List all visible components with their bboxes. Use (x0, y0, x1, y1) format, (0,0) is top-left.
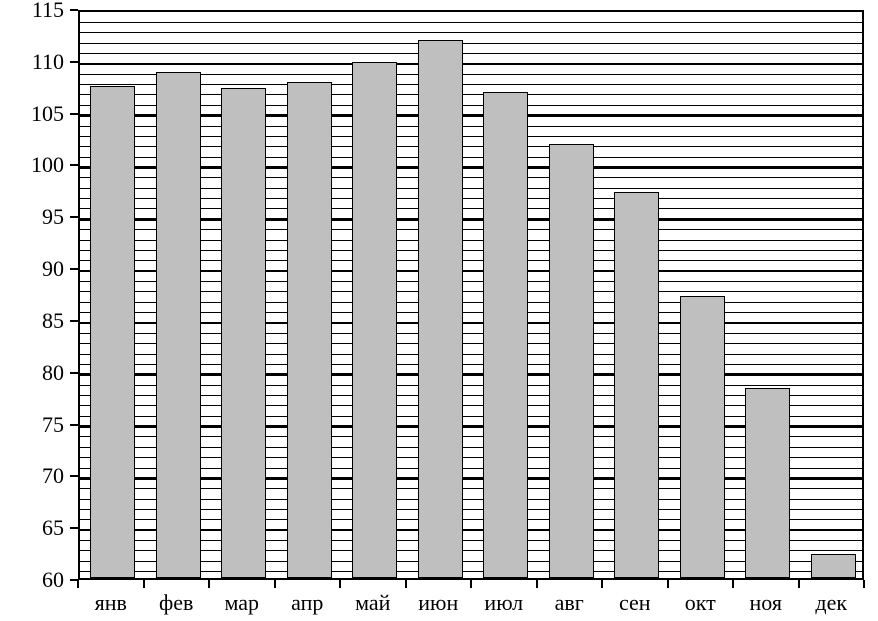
bar (680, 296, 725, 578)
x-tick-label: ноя (750, 590, 782, 616)
bar (90, 86, 135, 578)
bar (549, 144, 594, 578)
y-tick-mark (70, 113, 78, 115)
y-tick-label: 105 (0, 101, 64, 127)
x-tick-label: май (355, 590, 390, 616)
x-tick-label: мар (224, 590, 259, 616)
gridline-major (80, 63, 862, 66)
bar (156, 72, 201, 578)
x-tick-mark (339, 580, 341, 588)
bar (352, 62, 397, 578)
x-tick-mark (208, 580, 210, 588)
bar (221, 88, 266, 578)
x-tick-mark (863, 580, 865, 588)
x-tick-mark (732, 580, 734, 588)
gridline-minor (80, 53, 862, 54)
y-tick-label: 65 (0, 515, 64, 541)
bar (483, 92, 528, 578)
x-tick-mark (601, 580, 603, 588)
bar (287, 82, 332, 578)
gridline-minor (80, 32, 862, 33)
y-tick-mark (70, 164, 78, 166)
x-tick-label: янв (95, 590, 127, 616)
x-tick-mark (274, 580, 276, 588)
bar-chart: 60 65 70 75 80 85 90 95 100 105 110 115 янв фев мар апр… (0, 0, 878, 621)
x-tick-label: июн (418, 590, 458, 616)
x-tick-label: апр (291, 590, 323, 616)
y-tick-mark (70, 372, 78, 374)
y-tick-label: 100 (0, 152, 64, 178)
y-tick-label: 110 (0, 49, 64, 75)
y-tick-label: 80 (0, 360, 64, 386)
x-tick-mark (667, 580, 669, 588)
x-tick-label: фев (159, 590, 193, 616)
y-tick-mark (70, 216, 78, 218)
gridline-minor (80, 22, 862, 23)
x-tick-mark (405, 580, 407, 588)
y-tick-mark (70, 320, 78, 322)
y-tick-mark (70, 61, 78, 63)
y-tick-label: 85 (0, 308, 64, 334)
y-tick-label: 75 (0, 412, 64, 438)
x-tick-mark (470, 580, 472, 588)
x-tick-mark (143, 580, 145, 588)
y-tick-label: 90 (0, 256, 64, 282)
y-tick-mark (70, 9, 78, 11)
bar (745, 388, 790, 578)
x-tick-mark (77, 580, 79, 588)
y-tick-label: 95 (0, 204, 64, 230)
bar (811, 554, 856, 578)
y-tick-mark (70, 527, 78, 529)
bar (418, 40, 463, 578)
bar (614, 192, 659, 578)
y-tick-mark (70, 475, 78, 477)
y-tick-label: 60 (0, 567, 64, 593)
x-tick-label: июл (484, 590, 523, 616)
plot-area (78, 10, 864, 580)
x-tick-label: окт (685, 590, 716, 616)
x-tick-mark (798, 580, 800, 588)
y-tick-label: 70 (0, 463, 64, 489)
y-tick-mark (70, 268, 78, 270)
y-tick-mark (70, 424, 78, 426)
y-tick-label: 115 (0, 0, 64, 23)
x-tick-label: сен (619, 590, 651, 616)
x-tick-label: дек (815, 590, 847, 616)
gridline-minor (80, 43, 862, 44)
x-tick-label: авг (555, 590, 584, 616)
x-tick-mark (536, 580, 538, 588)
